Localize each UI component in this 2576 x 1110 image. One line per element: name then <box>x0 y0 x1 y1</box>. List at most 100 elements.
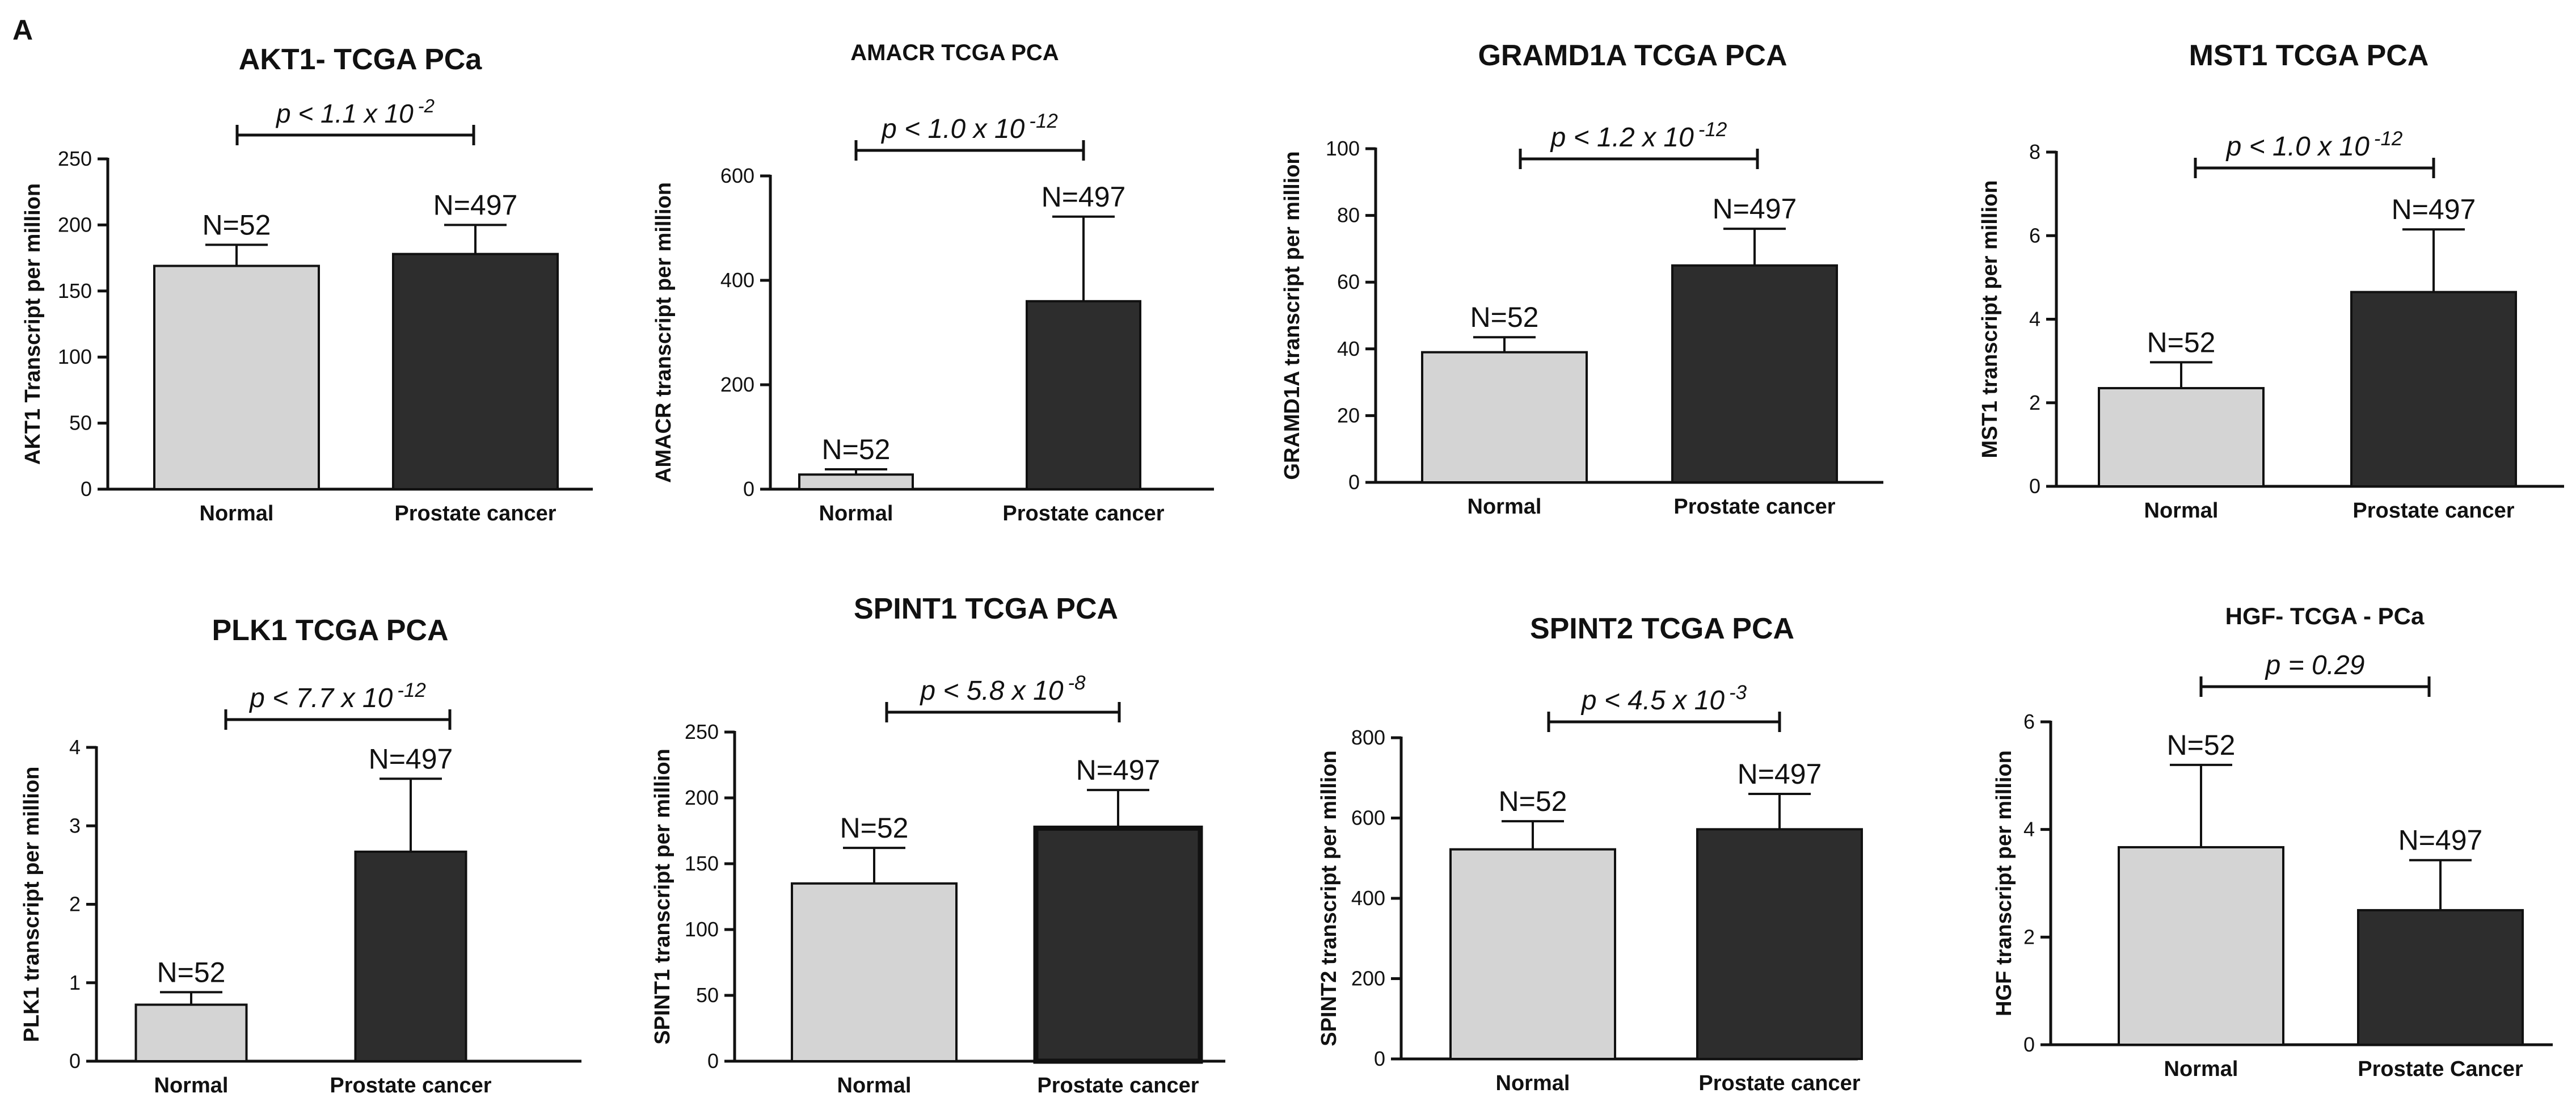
y-tick-label: 800 <box>1351 726 1385 749</box>
chart-panel: AMACR TCGA PCA AMACR transcript per milli… <box>652 40 1214 525</box>
bar-cancer <box>354 850 467 1063</box>
p-value-exponent: -2 <box>418 95 435 116</box>
y-tick-label: 8 <box>2029 140 2040 163</box>
y-tick-label: 4 <box>2023 818 2035 841</box>
y-tick-label: 2 <box>69 893 81 916</box>
x-category-label: Prostate cancer <box>1698 1071 1860 1095</box>
x-category-label: Normal <box>2144 499 2219 523</box>
y-tick-label: 0 <box>1348 470 1360 494</box>
y-tick-label: 200 <box>58 213 92 236</box>
n-label: N=497 <box>2398 825 2483 856</box>
p-value-label: p < 4.5 x 10 -3 <box>1580 682 1747 716</box>
bar-normal <box>2098 386 2265 488</box>
y-tick-label: 4 <box>69 735 81 759</box>
x-category-label: Normal <box>2164 1057 2238 1081</box>
y-tick-label: 40 <box>1337 337 1360 360</box>
bar-cancer <box>1671 264 1838 483</box>
y-tick-label: 150 <box>58 279 92 302</box>
y-tick-label: 6 <box>2029 224 2040 247</box>
bar-cancer <box>1696 828 1863 1061</box>
n-label: N=52 <box>840 812 909 844</box>
y-tick-label: 200 <box>685 786 719 809</box>
bar-cancer <box>2350 291 2517 487</box>
x-category-label: Prostate Cancer <box>2358 1057 2523 1081</box>
panel-label: A <box>12 14 33 46</box>
y-tick-label: 4 <box>2029 308 2040 331</box>
p-value-exponent: -12 <box>397 679 426 701</box>
chart-panel: PLK1 TCGA PCA PLK1 transcript per million… <box>20 614 581 1098</box>
bar-cancer <box>2357 909 2524 1046</box>
chart-title: PLK1 TCGA PCA <box>212 614 449 647</box>
y-axis-label: MST1 transcript per million <box>1978 180 2002 459</box>
chart-title: SPINT2 TCGA PCA <box>1530 612 1794 645</box>
y-tick-label: 0 <box>1374 1047 1385 1070</box>
bar-cancer <box>1033 825 1203 1064</box>
chart-title: AMACR TCGA PCA <box>850 40 1059 65</box>
y-tick-label: 200 <box>720 373 754 396</box>
y-tick-label: 0 <box>69 1049 81 1073</box>
y-tick-label: 100 <box>1326 137 1360 160</box>
chart-title: HGF- TCGA - PCa <box>2225 603 2425 629</box>
n-label: N=52 <box>822 434 891 465</box>
y-tick-label: 100 <box>58 345 92 368</box>
y-tick-label: 20 <box>1337 403 1360 427</box>
bar-cancer <box>392 253 559 490</box>
y-axis-label: HGF transcript per million <box>1992 750 2016 1016</box>
y-tick-label: 50 <box>69 411 92 435</box>
x-category-label: Normal <box>837 1074 912 1098</box>
y-tick-label: 200 <box>1351 967 1385 990</box>
y-axis-label: SPINT1 transcript per million <box>651 749 674 1045</box>
y-tick-label: 250 <box>58 147 92 170</box>
p-value-label: p < 1.1 x 10 -2 <box>275 95 435 128</box>
n-label: N=497 <box>433 189 518 221</box>
p-value-label: p < 7.7 x 10 -12 <box>248 679 426 713</box>
chart-panel: GRAMD1A TCGA PCA GRAMD1A transcript per m… <box>1280 39 1883 519</box>
p-value-exponent: -12 <box>1029 110 1058 132</box>
bar-normal <box>1421 351 1588 483</box>
bar-normal <box>798 473 914 490</box>
p-value-exponent: -12 <box>1698 119 1727 141</box>
n-label: N=497 <box>369 743 453 775</box>
n-label: N=52 <box>1470 301 1539 333</box>
y-tick-label: 400 <box>720 268 754 292</box>
chart-title: SPINT1 TCGA PCA <box>854 592 1118 625</box>
chart-panel: HGF- TCGA - PCa HGF transcript per millio… <box>1992 603 2553 1081</box>
p-value-label: p < 1.0 x 10 -12 <box>880 110 1058 144</box>
x-category-label: Prostate cancer <box>1673 495 1835 519</box>
chart-title: GRAMD1A TCGA PCA <box>1478 39 1787 72</box>
x-category-label: Normal <box>1496 1071 1570 1095</box>
n-label: N=497 <box>1076 754 1161 786</box>
x-category-label: Normal <box>819 502 893 525</box>
y-tick-label: 150 <box>685 852 719 875</box>
bar-cancer <box>1026 300 1141 490</box>
x-category-label: Prostate cancer <box>394 502 556 525</box>
n-label: N=52 <box>1499 785 1567 817</box>
x-category-label: Normal <box>154 1074 229 1098</box>
y-axis-label: PLK1 transcript per million <box>20 767 44 1042</box>
y-tick-label: 2 <box>2029 391 2040 414</box>
p-value-label: p < 5.8 x 10 -8 <box>919 672 1086 706</box>
y-tick-label: 6 <box>2023 710 2035 733</box>
bar-normal <box>1449 848 1616 1061</box>
p-value-exponent: -8 <box>1068 672 1086 694</box>
y-tick-label: 0 <box>707 1049 719 1073</box>
y-axis-label: AKT1 Transcript per million <box>21 183 45 465</box>
p-value-label: p < 1.2 x 10 -12 <box>1550 119 1727 153</box>
chart-title: MST1 TCGA PCA <box>2189 39 2429 72</box>
y-tick-label: 0 <box>2023 1033 2035 1056</box>
chart-panel: SPINT1 TCGA PCA SPINT1 transcript per mil… <box>651 592 1225 1098</box>
p-value-exponent: -12 <box>2374 128 2403 150</box>
x-category-label: Prostate cancer <box>1002 502 1164 525</box>
n-label: N=497 <box>2392 194 2476 225</box>
n-label: N=497 <box>1738 758 1822 790</box>
y-tick-label: 50 <box>696 983 719 1007</box>
y-tick-label: 1 <box>69 971 81 994</box>
n-label: N=52 <box>2167 729 2236 761</box>
x-category-label: Prostate cancer <box>2352 499 2514 523</box>
y-tick-label: 100 <box>685 918 719 941</box>
y-axis-label: SPINT2 transcript per million <box>1317 750 1341 1046</box>
chart-panel: AKT1- TCGA PCa AKT1 Transcript per millio… <box>21 43 593 525</box>
x-category-label: Prostate cancer <box>330 1074 491 1098</box>
x-category-label: Normal <box>1468 495 1542 519</box>
y-tick-label: 2 <box>2023 925 2035 948</box>
